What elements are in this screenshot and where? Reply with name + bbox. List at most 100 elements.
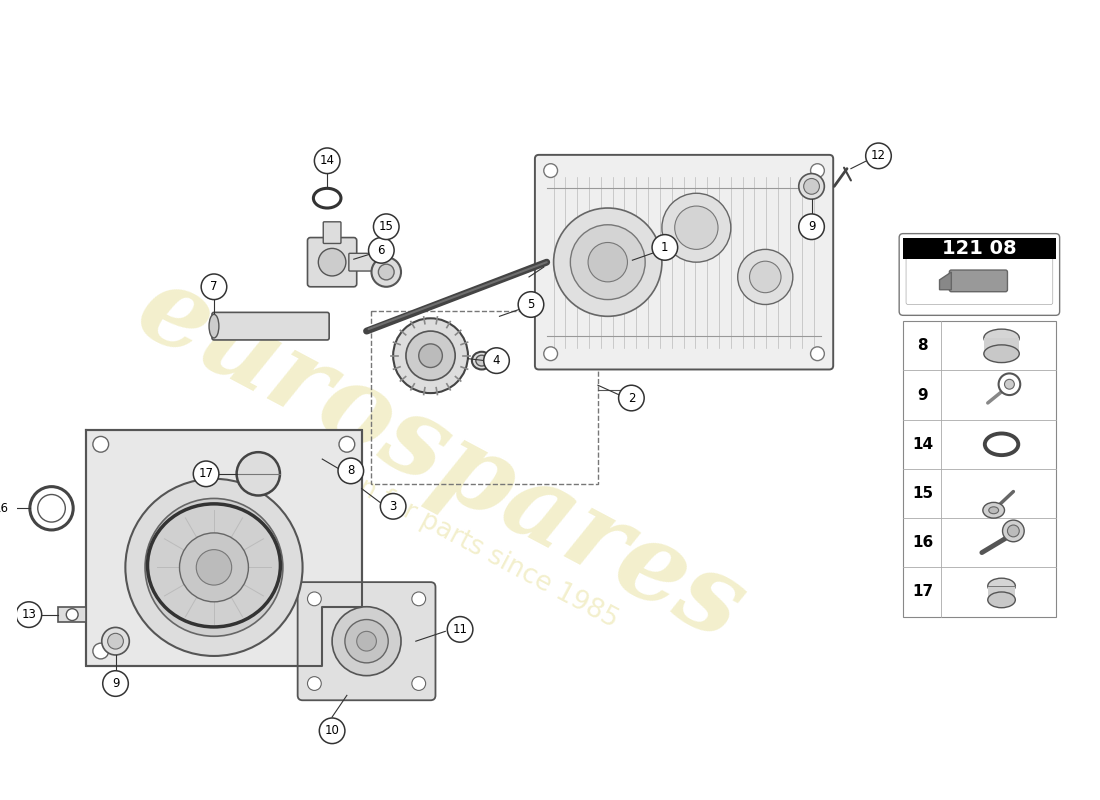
Circle shape <box>411 677 426 690</box>
Circle shape <box>652 234 678 260</box>
Text: 9: 9 <box>112 677 119 690</box>
Circle shape <box>318 248 345 276</box>
FancyBboxPatch shape <box>535 155 833 370</box>
Text: 17: 17 <box>199 467 213 480</box>
Text: 8: 8 <box>917 338 928 354</box>
Circle shape <box>194 461 219 486</box>
Ellipse shape <box>983 345 1020 362</box>
Circle shape <box>484 348 509 374</box>
Text: 16: 16 <box>0 502 9 514</box>
Text: eurospares: eurospares <box>119 254 761 663</box>
Circle shape <box>108 634 123 649</box>
Circle shape <box>196 550 232 585</box>
FancyBboxPatch shape <box>298 582 436 700</box>
Circle shape <box>0 495 14 521</box>
FancyBboxPatch shape <box>949 270 1008 292</box>
FancyBboxPatch shape <box>212 312 329 340</box>
Circle shape <box>553 208 662 316</box>
Text: 14: 14 <box>320 154 334 167</box>
Ellipse shape <box>989 507 999 514</box>
Circle shape <box>236 452 279 495</box>
Circle shape <box>393 318 468 393</box>
FancyBboxPatch shape <box>906 258 1053 305</box>
Circle shape <box>799 214 824 239</box>
Circle shape <box>543 347 558 361</box>
Circle shape <box>799 174 824 199</box>
Circle shape <box>419 344 442 367</box>
Text: 11: 11 <box>452 623 468 636</box>
Circle shape <box>201 274 227 299</box>
Ellipse shape <box>476 355 487 366</box>
FancyBboxPatch shape <box>308 238 356 286</box>
Circle shape <box>749 261 781 293</box>
Ellipse shape <box>472 352 492 370</box>
Text: 121 08: 121 08 <box>942 239 1016 258</box>
Circle shape <box>16 602 42 627</box>
Circle shape <box>866 143 891 169</box>
Bar <box>983 338 1020 354</box>
FancyBboxPatch shape <box>349 254 375 271</box>
Circle shape <box>999 374 1021 395</box>
Ellipse shape <box>983 329 1020 347</box>
Circle shape <box>338 458 364 484</box>
Text: 15: 15 <box>912 486 934 501</box>
Circle shape <box>339 437 354 452</box>
Circle shape <box>372 258 402 286</box>
Circle shape <box>319 718 345 743</box>
Text: 6: 6 <box>377 244 385 257</box>
Circle shape <box>1008 525 1020 537</box>
Circle shape <box>378 264 394 280</box>
Circle shape <box>738 250 793 305</box>
Text: 4: 4 <box>493 354 500 367</box>
Circle shape <box>588 242 627 282</box>
Circle shape <box>308 677 321 690</box>
Circle shape <box>518 292 543 318</box>
Circle shape <box>804 178 820 194</box>
Circle shape <box>101 627 130 655</box>
Text: 15: 15 <box>378 220 394 234</box>
Text: 2: 2 <box>628 391 635 405</box>
Text: 5: 5 <box>527 298 535 311</box>
Circle shape <box>102 670 129 696</box>
FancyBboxPatch shape <box>899 234 1059 315</box>
Bar <box>903 238 1056 259</box>
Text: 12: 12 <box>871 150 886 162</box>
Ellipse shape <box>988 578 1015 594</box>
Circle shape <box>570 225 646 299</box>
Circle shape <box>368 238 394 263</box>
Text: 16: 16 <box>912 535 934 550</box>
Ellipse shape <box>988 592 1015 608</box>
Circle shape <box>179 533 249 602</box>
Circle shape <box>30 486 74 530</box>
Circle shape <box>308 592 321 606</box>
Polygon shape <box>58 606 86 622</box>
Text: 17: 17 <box>912 585 934 599</box>
Text: 13: 13 <box>21 608 36 621</box>
Circle shape <box>332 606 402 676</box>
Circle shape <box>1002 520 1024 542</box>
Circle shape <box>662 194 730 262</box>
Circle shape <box>92 643 109 659</box>
Bar <box>372 311 598 484</box>
Circle shape <box>125 478 302 656</box>
Circle shape <box>374 214 399 239</box>
Text: 8: 8 <box>348 464 354 478</box>
Bar <box>988 586 1015 600</box>
Circle shape <box>381 494 406 519</box>
Text: 9: 9 <box>807 220 815 234</box>
Circle shape <box>411 592 426 606</box>
Circle shape <box>448 617 473 642</box>
Text: 7: 7 <box>210 280 218 294</box>
FancyBboxPatch shape <box>323 222 341 243</box>
Polygon shape <box>939 272 952 290</box>
Circle shape <box>674 206 718 250</box>
Circle shape <box>1004 379 1014 389</box>
Ellipse shape <box>209 314 219 338</box>
Ellipse shape <box>982 502 1004 518</box>
Circle shape <box>618 386 645 411</box>
Circle shape <box>356 631 376 651</box>
Circle shape <box>66 609 78 621</box>
Text: 1: 1 <box>661 241 669 254</box>
Circle shape <box>92 437 109 452</box>
Circle shape <box>315 148 340 174</box>
